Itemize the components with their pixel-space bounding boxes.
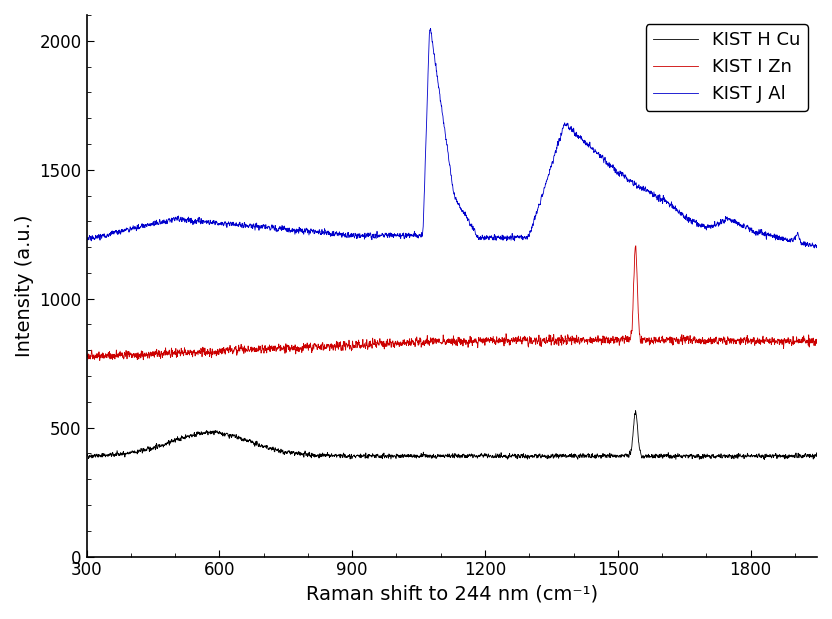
KIST J Al: [626, 178, 636, 185]
KIST H Cu: [626, 444, 636, 452]
Line: KIST H Cu: KIST H Cu: [87, 410, 817, 459]
KIST I Zn: [215, 347, 225, 355]
KIST J Al: [360, 233, 370, 240]
Legend: KIST H Cu, KIST I Zn, KIST J Al: KIST H Cu, KIST I Zn, KIST J Al: [646, 24, 808, 111]
KIST H Cu: [760, 456, 770, 463]
Line: KIST J Al: KIST J Al: [87, 28, 817, 248]
KIST I Zn: [812, 335, 822, 343]
KIST J Al: [557, 130, 567, 137]
KIST I Zn: [95, 357, 105, 364]
KIST I Zn: [682, 334, 692, 342]
KIST J Al: [82, 237, 92, 245]
KIST J Al: [214, 220, 224, 228]
KIST H Cu: [360, 450, 370, 457]
KIST H Cu: [631, 407, 641, 414]
KIST H Cu: [82, 451, 92, 459]
KIST I Zn: [631, 242, 641, 249]
KIST H Cu: [520, 453, 530, 461]
KIST J Al: [682, 216, 692, 223]
KIST H Cu: [557, 451, 567, 459]
KIST H Cu: [214, 428, 224, 435]
KIST J Al: [425, 25, 435, 32]
KIST H Cu: [682, 452, 692, 459]
Line: KIST I Zn: KIST I Zn: [87, 246, 817, 360]
KIST I Zn: [82, 355, 92, 362]
KIST J Al: [812, 244, 822, 251]
KIST I Zn: [361, 341, 371, 348]
KIST H Cu: [812, 452, 822, 460]
KIST I Zn: [626, 327, 636, 335]
KIST J Al: [520, 233, 530, 241]
KIST J Al: [810, 245, 820, 252]
KIST I Zn: [520, 332, 530, 340]
X-axis label: Raman shift to 244 nm (cm⁻¹): Raman shift to 244 nm (cm⁻¹): [305, 585, 598, 604]
KIST I Zn: [557, 342, 567, 349]
Y-axis label: Intensity (a.u.): Intensity (a.u.): [15, 215, 34, 357]
